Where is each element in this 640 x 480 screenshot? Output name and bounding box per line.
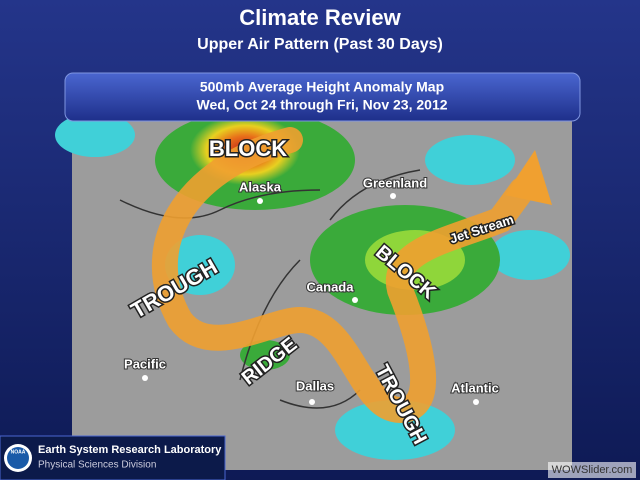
slide-title: Climate Review xyxy=(239,5,401,30)
place-label: Atlantic xyxy=(451,380,499,395)
map xyxy=(55,110,572,470)
place-label: Pacific xyxy=(124,356,166,371)
place-label: Canada xyxy=(307,279,355,294)
slide-subtitle: Upper Air Pattern (Past 30 Days) xyxy=(197,36,443,53)
panel-dates: Wed, Oct 24 through Fri, Nov 23, 2012 xyxy=(196,97,447,113)
place-label: Dallas xyxy=(296,378,334,393)
footer: NOAA Earth System Research Laboratory Ph… xyxy=(0,435,226,480)
panel-header xyxy=(64,72,581,122)
watermark-box xyxy=(548,462,636,478)
lab-name: Earth System Research Laboratory xyxy=(38,444,222,456)
panel-title: 500mb Average Height Anomaly Map xyxy=(200,79,444,95)
place-label: Greenland xyxy=(363,175,427,190)
division-name: Physical Sciences Division xyxy=(38,460,156,471)
feature-label: BLOCK xyxy=(209,136,287,161)
place-label: Alaska xyxy=(239,179,282,194)
place-dots xyxy=(142,193,479,405)
watermark: WOWSlider.com xyxy=(552,464,633,476)
logo-text: NOAA xyxy=(11,449,26,455)
